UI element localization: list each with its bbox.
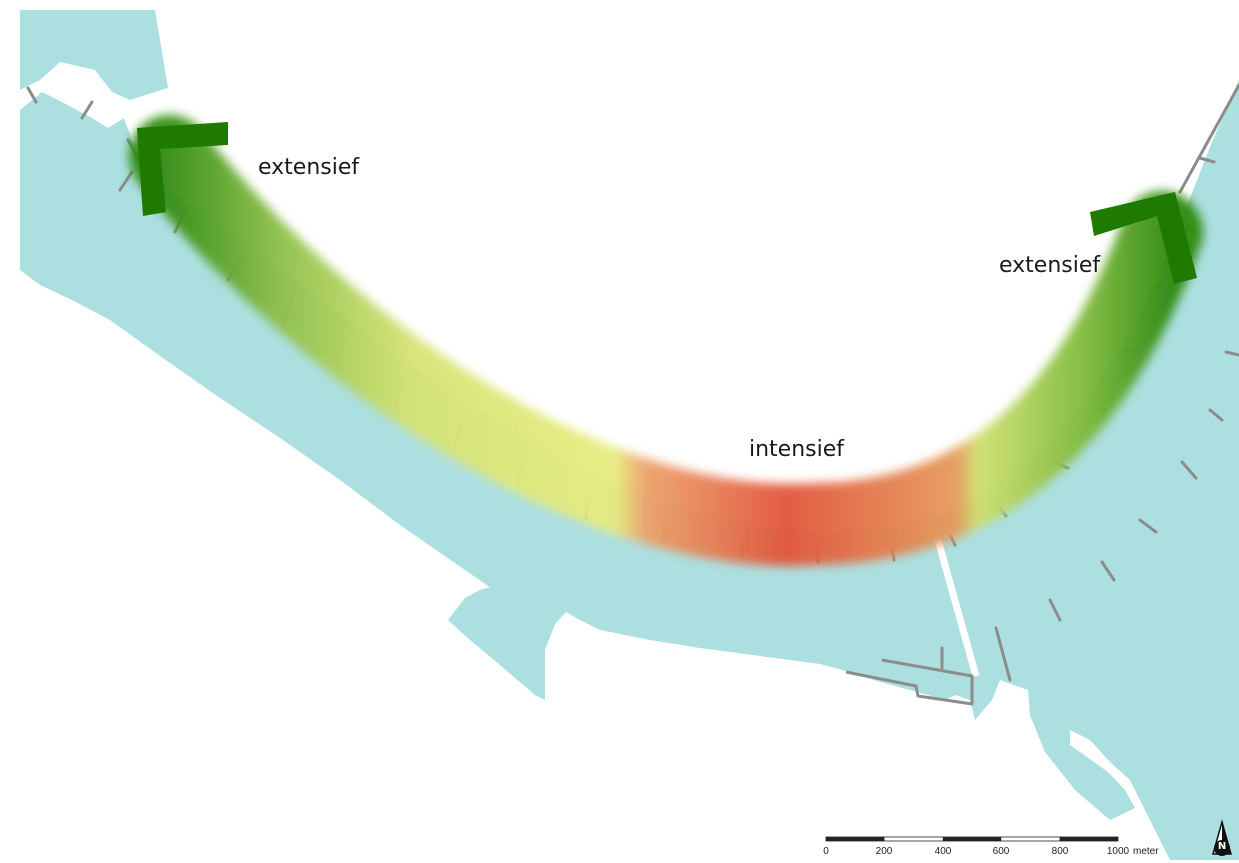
intensity-ribbon: [129, 115, 1203, 566]
harbor-channel: [934, 539, 980, 677]
label-extensief-right: extensief: [999, 253, 1101, 278]
right-corner-marker: [1090, 192, 1197, 284]
north-arrow-icon: [1212, 819, 1232, 856]
scale-tick-800: 800: [1051, 846, 1069, 857]
scale-bar: [825, 836, 1119, 842]
scale-tick-0: 0: [823, 846, 829, 857]
scale-tick-1000: 1000: [1106, 846, 1130, 857]
scale-tick-400: 400: [934, 846, 952, 857]
harbor-dam: [845, 658, 974, 706]
left-corner-marker: [137, 122, 228, 216]
scale-tick-200: 200: [875, 846, 893, 857]
scale-tick-600: 600: [992, 846, 1010, 857]
label-intensief: intensief: [749, 437, 845, 462]
water-body: [20, 10, 1239, 860]
north-arrow-letter: N: [1217, 841, 1227, 852]
scale-unit: meter: [1133, 846, 1159, 857]
label-extensief-left: extensief: [258, 155, 360, 180]
